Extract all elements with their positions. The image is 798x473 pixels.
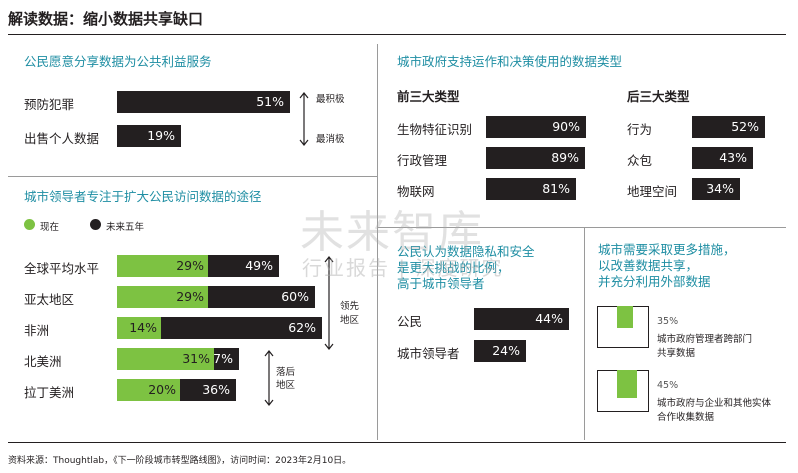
lagging-label-line2: 地区 <box>276 380 296 391</box>
title-rule <box>8 34 786 35</box>
row-label: 生物特征识别 <box>397 122 473 137</box>
share-fill <box>617 370 637 398</box>
double-arrow-icon <box>264 350 274 406</box>
watermark-line1: 未来智库 <box>300 207 484 258</box>
row-label: 非洲 <box>24 323 50 338</box>
legend-future-swatch <box>90 219 101 230</box>
share-fill <box>617 306 633 328</box>
top3-title: 前三大类型 <box>397 89 460 104</box>
bar-now: 29% <box>117 255 208 277</box>
row-label: 预防犯罪 <box>24 97 75 112</box>
right-vertical-divider <box>584 228 585 440</box>
bar: 24% <box>474 340 526 362</box>
bottom3-title: 后三大类型 <box>627 89 690 104</box>
bottom-rule <box>8 442 786 443</box>
row-label: 出售个人数据 <box>24 131 100 146</box>
watermark-line2: 行业报告 | 深度研究 <box>302 256 504 280</box>
row-label: 亚太地区 <box>24 292 75 307</box>
right-top-heading: 城市政府支持运作和决策使用的数据类型 <box>397 54 623 69</box>
left-horizontal-divider <box>8 176 377 177</box>
scale-top-label: 最积极 <box>316 94 345 105</box>
bar-now: 31% <box>117 348 214 370</box>
row-label: 众包 <box>627 153 653 168</box>
bar: 81% <box>486 178 576 200</box>
left-bottom-heading: 城市领导者专注于扩大公民访问数据的途径 <box>24 189 262 204</box>
bar: 52% <box>692 116 765 138</box>
bar: 51% <box>117 91 290 113</box>
leading-arrow <box>322 254 336 356</box>
bar-future: 62% <box>117 317 322 339</box>
right-mid-heading-line2: 是更大挑战的比例， <box>397 260 510 275</box>
bar-now: 14% <box>117 317 161 339</box>
right-right-heading-line1: 城市需要采取更多措施， <box>598 242 736 257</box>
scale-arrow <box>296 90 312 152</box>
share-percent: 35% <box>657 316 679 327</box>
bar: 34% <box>692 178 740 200</box>
legend-now-swatch <box>24 219 35 230</box>
bar-now: 20% <box>117 379 180 401</box>
bar: 19% <box>117 125 181 147</box>
row-label: 北美洲 <box>24 354 62 369</box>
bar-now: 29% <box>117 286 208 308</box>
leading-label-line2: 地区 <box>340 315 360 326</box>
lagging-arrow <box>262 348 276 412</box>
legend-future-label: 未来五年 <box>106 222 145 233</box>
lagging-label-line1: 落后 <box>276 367 296 378</box>
row-label: 公民 <box>397 314 423 329</box>
bar: 43% <box>692 147 753 169</box>
row-label: 拉丁美洲 <box>24 385 75 400</box>
right-right-heading-line3: 并充分利用外部数据 <box>598 274 711 289</box>
share-desc-line1: 城市政府与企业和其他实体 <box>657 398 772 409</box>
row-label: 城市领导者 <box>397 346 460 361</box>
right-mid-heading-line3: 高于城市领导者 <box>397 276 485 291</box>
right-right-heading-line2: 以改善数据共享， <box>598 258 699 273</box>
legend-now-label: 现在 <box>40 222 60 233</box>
share-desc-line2: 共享数据 <box>657 348 696 359</box>
double-arrow-icon <box>324 256 334 350</box>
source-note: 资料来源：Thoughtlab，《下一阶段城市转型路线图》，访问时间：2023年… <box>8 456 352 466</box>
bar: 89% <box>486 147 585 169</box>
row-label: 物联网 <box>397 184 435 199</box>
scale-bottom-label: 最消极 <box>316 134 345 145</box>
page-title: 解读数据：缩小数据共享缺口 <box>8 10 204 28</box>
share-desc-line2: 合作收集数据 <box>657 412 715 423</box>
share-percent: 45% <box>657 380 679 391</box>
bar: 90% <box>486 116 586 138</box>
bar: 44% <box>474 308 569 330</box>
vertical-divider <box>377 44 378 440</box>
double-arrow-icon <box>299 92 309 146</box>
leading-label-line1: 领先 <box>340 301 360 312</box>
row-label: 行政管理 <box>397 153 448 168</box>
row-label: 全球平均水平 <box>24 261 100 276</box>
row-label: 地理空间 <box>627 184 678 199</box>
share-desc-line1: 城市政府管理者跨部门 <box>657 334 753 345</box>
row-label: 行为 <box>627 122 653 137</box>
right-horizontal-divider <box>378 227 786 228</box>
right-mid-heading-line1: 公民认为数据隐私和安全 <box>397 244 535 259</box>
left-top-heading: 公民愿意分享数据为公共利益服务 <box>24 54 212 69</box>
